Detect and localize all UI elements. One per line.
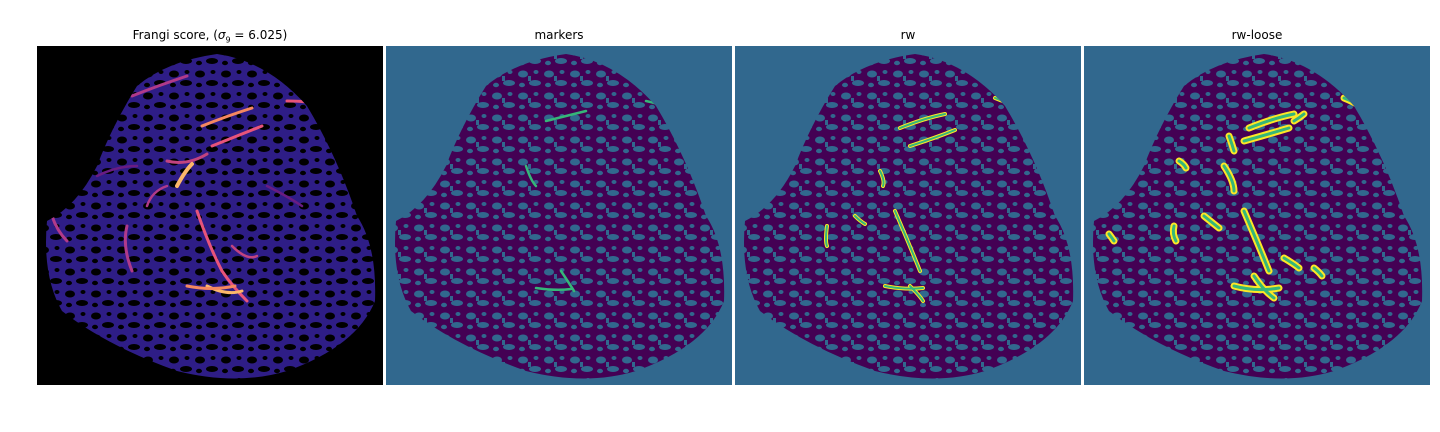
frangi-title-sigma: σ	[217, 28, 226, 42]
panel-title-rw: rw	[900, 28, 916, 42]
frangi-score-image	[37, 46, 383, 385]
panel-title-frangi: Frangi score, (σ9 = 6.025)	[37, 28, 383, 44]
frangi-title-suffix: = 6.025)	[230, 28, 288, 42]
rw-image	[735, 46, 1081, 385]
panel-title-markers: markers	[534, 28, 584, 42]
frangi-title-prefix: Frangi score, (	[132, 28, 218, 42]
frangi-title-subscript: 9	[225, 35, 231, 45]
panel-title-rw-loose: rw-loose	[1231, 28, 1283, 42]
markers-image	[386, 46, 732, 385]
rw-loose-image	[1084, 46, 1430, 385]
